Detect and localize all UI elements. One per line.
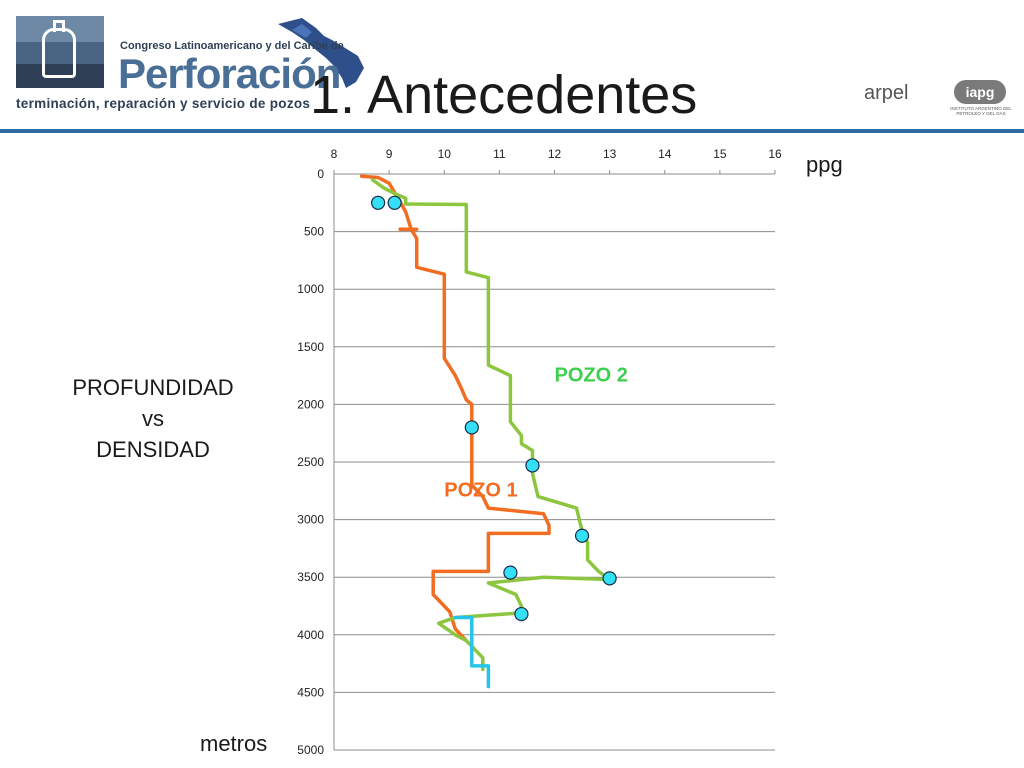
y-tick-label: 3000 [297, 513, 324, 527]
data-point-marker [503, 565, 518, 580]
x-tick-label: 15 [713, 147, 727, 161]
series-line-pozo-1 [359, 174, 551, 643]
x-tick-label: 8 [331, 147, 338, 161]
data-point-marker [371, 195, 386, 210]
y-tick-label: 1000 [297, 282, 324, 296]
slide-header: Congreso Latinoamericano y del Caribe de… [0, 0, 1024, 134]
data-point-marker [514, 606, 529, 622]
chart-side-label: PROFUNDIDAD vs DENSIDAD [56, 372, 250, 465]
y-tick-label: 1500 [297, 340, 324, 354]
y-tick-label: 500 [304, 225, 324, 239]
data-point-marker [602, 571, 617, 586]
y-tick-label: 2500 [297, 455, 324, 469]
y-tick-label: 3500 [297, 570, 324, 584]
y-tick-label: 0 [317, 167, 324, 181]
latin-america-map-icon [278, 18, 364, 88]
chart-ticks: 0 500 1000 1500 2000 2500 3000 3500 4000 4500 5000… [297, 147, 782, 757]
header-divider [0, 129, 1024, 133]
y-axis-unit-label: metros [200, 731, 268, 756]
side-label-line3: DENSIDAD [96, 437, 210, 462]
data-point-marker [525, 458, 540, 473]
series-line-pozo-2 [370, 178, 612, 672]
depth-density-chart: 0 500 1000 1500 2000 2500 3000 3500 4000 4500 5000… [297, 147, 782, 757]
series-line-segment [453, 615, 491, 689]
page-title: 1. Antecedentes [310, 65, 698, 125]
x-tick-label: 14 [658, 147, 672, 161]
series-annotation: POZO 1 [444, 480, 517, 502]
iapg-logo-subtitle: INSTITUTO ARGENTINO DEL PETROLEO Y DEL G… [950, 106, 1012, 116]
x-axis-unit-label: ppg [806, 152, 843, 177]
x-tick-label: 16 [768, 147, 782, 161]
arpel-logo: arpel [864, 82, 909, 104]
chart-grid [333, 173, 775, 751]
data-point-marker [464, 420, 479, 435]
logo-line-services: terminación, reparación y servicio de po… [16, 96, 311, 111]
y-tick-label: 4000 [297, 628, 324, 642]
x-tick-label: 9 [386, 147, 393, 161]
x-tick-label: 11 [493, 147, 506, 161]
logo-wordmark: Perforación [118, 50, 341, 97]
congress-logo-icon [16, 16, 104, 88]
side-label-line1: PROFUNDIDAD [72, 375, 234, 400]
x-tick-label: 13 [603, 147, 617, 161]
iapg-logo: iapg [954, 80, 1006, 104]
series-annotation: POZO 2 [555, 364, 628, 386]
data-point-marker [387, 195, 402, 210]
chart-annotations: POZO 2 POZO 1 [444, 364, 628, 501]
x-tick-label: 10 [438, 147, 452, 161]
chart-series [359, 174, 612, 689]
data-point-marker [574, 528, 590, 543]
y-tick-label: 5000 [297, 743, 324, 757]
x-tick-label: 12 [548, 147, 562, 161]
side-label-line2: vs [142, 406, 164, 431]
y-tick-label: 2000 [297, 397, 324, 411]
chart-markers [371, 195, 617, 622]
y-tick-label: 4500 [297, 685, 324, 699]
logo-line-congress: Congreso Latinoamericano y del Caribe de [120, 40, 344, 52]
